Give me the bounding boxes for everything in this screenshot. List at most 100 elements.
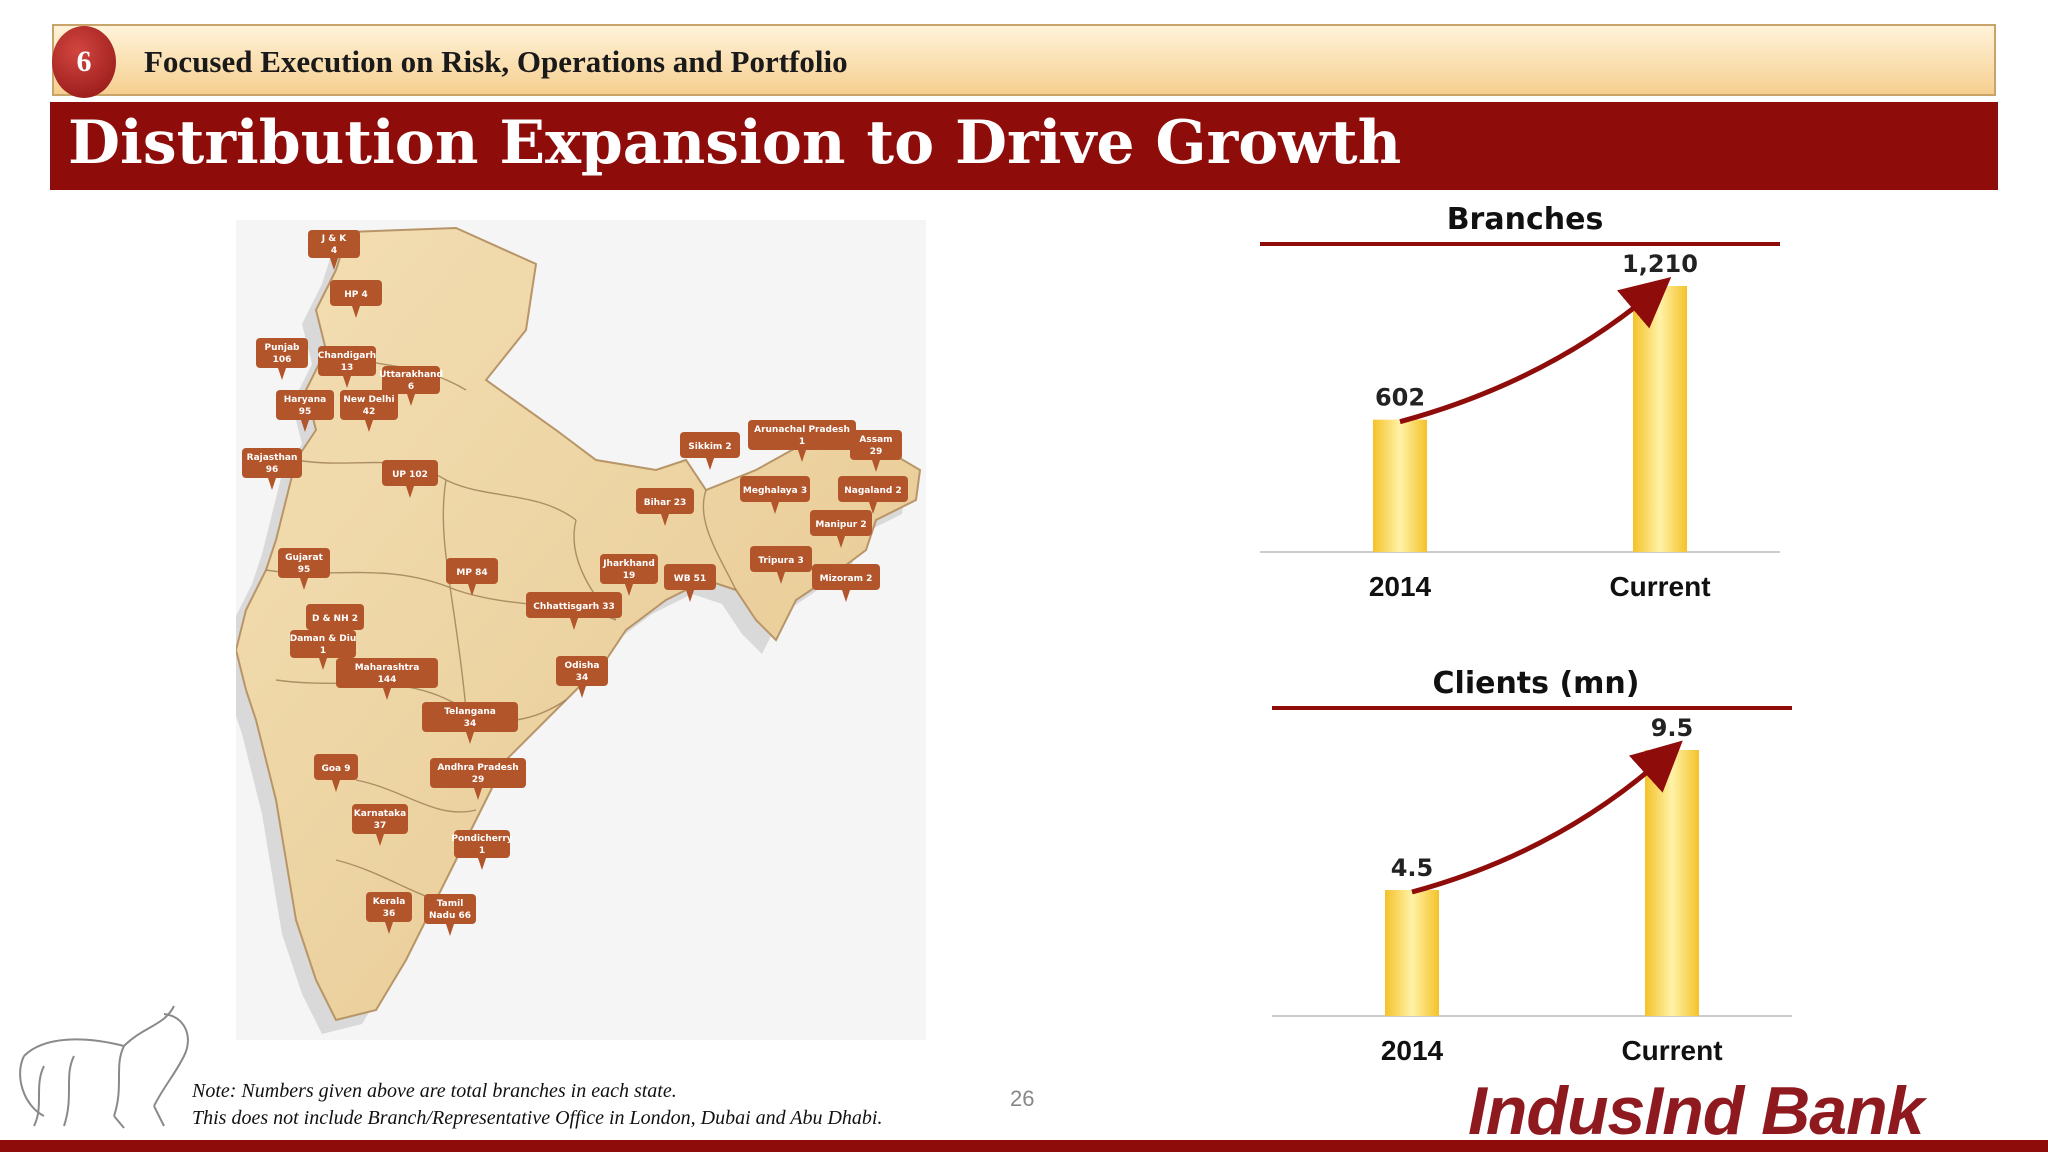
svg-text:95: 95 bbox=[299, 407, 312, 417]
data-label: 1,210 bbox=[1622, 250, 1698, 278]
map-pin: Arunachal Pradesh 1 bbox=[748, 420, 856, 462]
svg-text:Haryana: Haryana bbox=[284, 395, 326, 405]
chart-title-clients: Clients (mn) bbox=[1432, 666, 1640, 701]
svg-text:J & K: J & K bbox=[321, 234, 347, 244]
map-pin: Assam 29 bbox=[850, 430, 902, 472]
state-pins: J & K 4 HP 4 Punjab 106 Chandigarh 13 Uttar… bbox=[242, 230, 908, 936]
map-pin: Jharkhand 19 bbox=[600, 554, 658, 596]
map-pin: Karnataka 37 bbox=[352, 804, 408, 846]
map-pin: Sikkim 2 bbox=[680, 432, 740, 470]
bull-mascot-icon bbox=[14, 996, 204, 1141]
title-band bbox=[50, 102, 1998, 190]
clients-chart: 4.5 2014 9.5 Current bbox=[1272, 706, 1792, 1066]
svg-text:MP 84: MP 84 bbox=[456, 568, 487, 578]
bottom-rule bbox=[0, 1140, 2048, 1152]
svg-text:Goa 9: Goa 9 bbox=[321, 764, 350, 774]
svg-text:1: 1 bbox=[799, 437, 805, 447]
svg-text:96: 96 bbox=[266, 465, 279, 475]
x-tick-label: 2014 bbox=[1381, 1035, 1444, 1066]
map-pin: Andhra Pradesh 29 bbox=[430, 758, 526, 800]
map-pin: HP 4 bbox=[330, 280, 382, 318]
x-tick-label: 2014 bbox=[1369, 571, 1432, 602]
chart-title-branches: Branches bbox=[1446, 202, 1604, 237]
map-pin: Manipur 2 bbox=[810, 510, 872, 548]
bar-2014 bbox=[1373, 419, 1427, 552]
map-pin: New Delhi 42 bbox=[340, 390, 398, 432]
svg-text:Pondicherry: Pondicherry bbox=[451, 834, 512, 844]
map-pin: Haryana 95 bbox=[276, 390, 334, 432]
section-title: Focused Execution on Risk, Operations an… bbox=[144, 44, 848, 79]
map-pin: UP 102 bbox=[382, 460, 438, 498]
svg-text:Nadu 66: Nadu 66 bbox=[429, 911, 471, 921]
growth-arrow bbox=[1411, 740, 1683, 895]
svg-text:Meghalaya 3: Meghalaya 3 bbox=[743, 486, 807, 496]
svg-text:Odisha: Odisha bbox=[564, 661, 599, 671]
map-pin: Meghalaya 3 bbox=[740, 476, 810, 514]
section-number-badge: 6 bbox=[52, 26, 116, 98]
india-branch-map: J & K 4 HP 4 Punjab 106 Chandigarh 13 Uttar… bbox=[222, 220, 926, 1045]
map-pin: Bihar 23 bbox=[636, 488, 694, 526]
map-pin: Tamil Nadu 66 bbox=[424, 894, 476, 936]
bar-current bbox=[1645, 750, 1699, 1016]
svg-text:19: 19 bbox=[623, 571, 636, 581]
svg-text:95: 95 bbox=[298, 565, 311, 575]
svg-text:29: 29 bbox=[472, 775, 485, 785]
svg-text:37: 37 bbox=[374, 821, 387, 831]
footnote-line-2: This does not include Branch/Representat… bbox=[192, 1107, 883, 1129]
map-pin: Chandigarh 13 bbox=[318, 346, 376, 388]
svg-text:Assam: Assam bbox=[859, 435, 892, 445]
svg-text:106: 106 bbox=[273, 355, 292, 365]
data-label: 602 bbox=[1375, 384, 1425, 412]
svg-text:144: 144 bbox=[378, 675, 397, 685]
svg-text:Manipur 2: Manipur 2 bbox=[815, 520, 866, 530]
map-pin: Telangana 34 bbox=[422, 702, 518, 744]
svg-text:Daman & Diu: Daman & Diu bbox=[290, 634, 356, 644]
svg-text:Bihar 23: Bihar 23 bbox=[644, 498, 687, 508]
page-number: 26 bbox=[1010, 1086, 1035, 1111]
svg-text:34: 34 bbox=[464, 719, 477, 729]
svg-text:Rajasthan: Rajasthan bbox=[247, 453, 298, 463]
bar-current bbox=[1633, 286, 1687, 552]
svg-text:1: 1 bbox=[479, 846, 485, 856]
bar-2014 bbox=[1385, 890, 1439, 1016]
svg-text:1: 1 bbox=[320, 646, 326, 656]
svg-text:Arunachal Pradesh: Arunachal Pradesh bbox=[754, 425, 850, 435]
svg-text:Kerala: Kerala bbox=[373, 897, 406, 907]
map-pin: MP 84 bbox=[446, 558, 498, 596]
map-pin: Daman & Diu 1 bbox=[290, 630, 356, 670]
svg-text:D & NH 2: D & NH 2 bbox=[312, 614, 358, 624]
svg-text:Nagaland 2: Nagaland 2 bbox=[844, 486, 902, 496]
map-pin: Uttarakhand 6 bbox=[379, 366, 443, 406]
svg-text:29: 29 bbox=[870, 447, 883, 457]
map-pin: Chhattisgarh 33 bbox=[526, 592, 622, 630]
svg-text:Telangana: Telangana bbox=[444, 707, 496, 717]
map-pin: Pondicherry 1 bbox=[451, 830, 513, 870]
svg-text:UP 102: UP 102 bbox=[392, 470, 428, 480]
svg-text:4: 4 bbox=[331, 246, 337, 256]
svg-text:Karnataka: Karnataka bbox=[354, 809, 406, 819]
svg-text:Mizoram 2: Mizoram 2 bbox=[820, 574, 873, 584]
x-tick-label: Current bbox=[1621, 1035, 1722, 1066]
svg-text:Tamil: Tamil bbox=[437, 899, 464, 909]
map-pin: Tripura 3 bbox=[750, 546, 812, 584]
map-pin: J & K 4 bbox=[308, 230, 360, 270]
brand-logo: IndusInd Bank bbox=[1468, 1073, 1924, 1149]
svg-text:Jharkhand: Jharkhand bbox=[602, 559, 655, 569]
map-pin: Goa 9 bbox=[314, 754, 358, 792]
map-pin: Odisha 34 bbox=[556, 656, 608, 698]
section-header-band bbox=[52, 24, 1996, 96]
map-pin: Maharashtra 144 bbox=[336, 658, 438, 700]
data-label: 4.5 bbox=[1391, 854, 1434, 882]
footnote: Note: Numbers given above are total bran… bbox=[192, 1078, 882, 1132]
map-pin: Gujarat 95 bbox=[278, 548, 330, 590]
svg-text:Punjab: Punjab bbox=[264, 343, 300, 353]
svg-text:36: 36 bbox=[383, 909, 396, 919]
growth-arrow bbox=[1399, 277, 1672, 425]
svg-text:New Delhi: New Delhi bbox=[343, 395, 394, 405]
svg-text:Uttarakhand: Uttarakhand bbox=[379, 370, 443, 380]
map-pin: Nagaland 2 bbox=[838, 476, 908, 514]
svg-text:HP 4: HP 4 bbox=[344, 290, 368, 300]
footnote-line-1: Note: Numbers given above are total bran… bbox=[192, 1080, 677, 1102]
map-pin: Mizoram 2 bbox=[812, 564, 880, 602]
svg-text:Maharashtra: Maharashtra bbox=[355, 663, 420, 673]
